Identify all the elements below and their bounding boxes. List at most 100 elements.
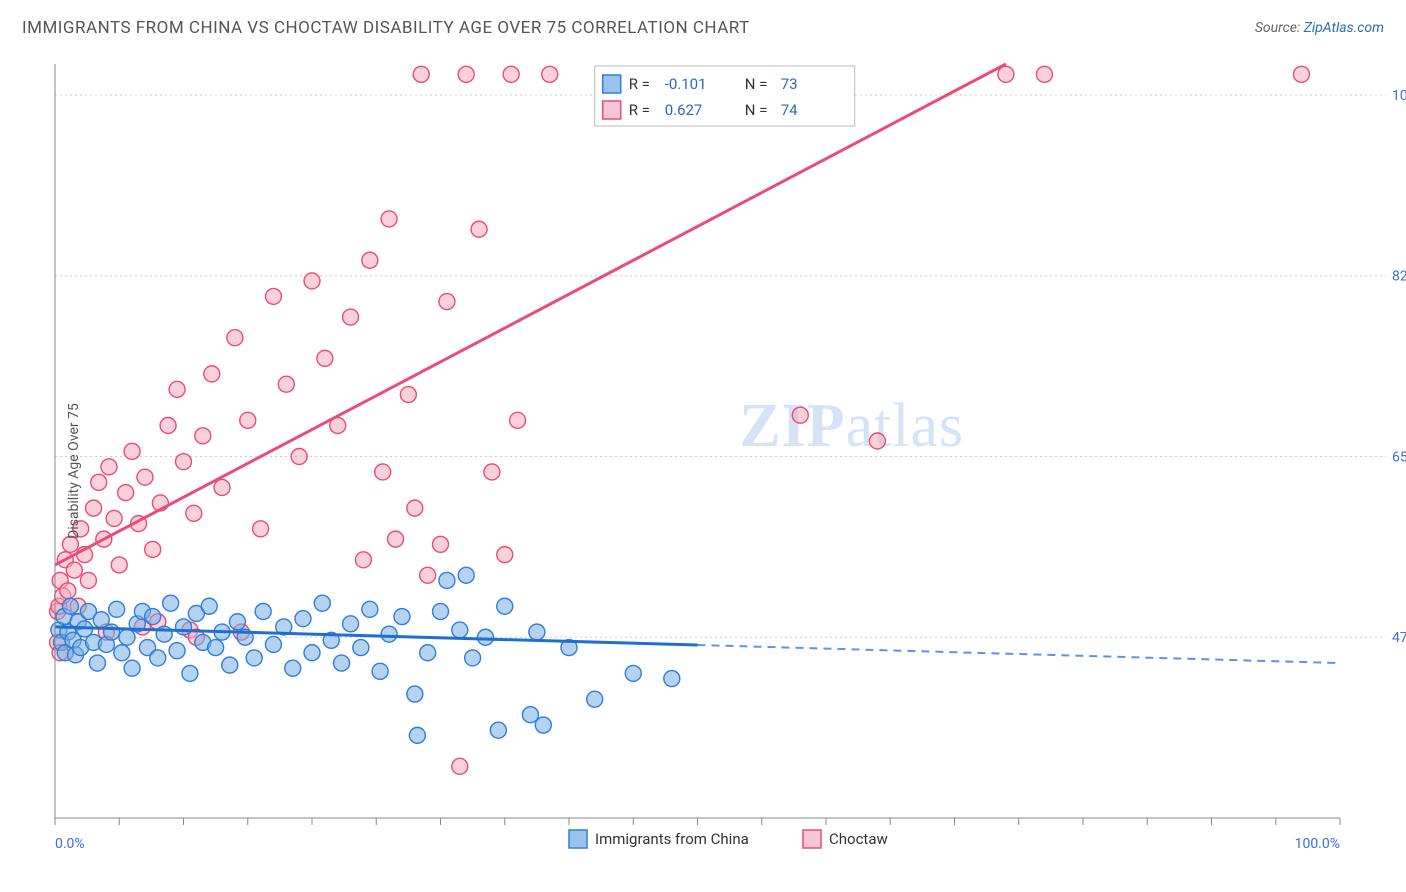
data-point-choctaw <box>169 381 185 397</box>
data-point-china <box>420 645 436 661</box>
watermark: ZIPatlas <box>739 392 964 460</box>
legend-n-label: N = <box>745 75 768 93</box>
data-point-choctaw <box>388 531 404 547</box>
data-point-china <box>353 640 369 656</box>
legend-r-value: -0.101 <box>665 75 707 93</box>
data-point-china <box>372 663 388 679</box>
data-point-choctaw <box>106 510 122 526</box>
data-point-choctaw <box>1293 66 1309 82</box>
data-point-choctaw <box>503 66 519 82</box>
data-point-choctaw <box>471 221 487 237</box>
legend-r-label: R = <box>629 101 650 119</box>
data-point-china <box>304 645 320 661</box>
data-point-choctaw <box>111 557 127 573</box>
data-point-choctaw <box>214 479 230 495</box>
data-point-china <box>255 603 271 619</box>
data-point-choctaw <box>452 758 468 774</box>
legend-n-value: 73 <box>781 75 798 93</box>
data-point-choctaw <box>265 288 281 304</box>
x-tick-label: 100.0% <box>1295 836 1340 852</box>
data-point-choctaw <box>291 448 307 464</box>
data-point-china <box>163 595 179 611</box>
data-point-china <box>265 636 281 652</box>
data-point-choctaw <box>458 66 474 82</box>
data-point-choctaw <box>253 521 269 537</box>
data-point-china <box>587 691 603 707</box>
data-point-choctaw <box>497 547 513 563</box>
data-point-china <box>208 640 224 656</box>
data-point-china <box>109 601 125 617</box>
y-tick-label: 100.0% <box>1392 88 1406 104</box>
data-point-choctaw <box>381 211 397 227</box>
data-point-china <box>314 595 330 611</box>
data-point-choctaw <box>407 500 423 516</box>
data-point-china <box>104 624 120 640</box>
data-point-china <box>458 567 474 583</box>
legend-swatch <box>603 101 621 119</box>
legend-r-value: 0.627 <box>665 101 703 119</box>
data-point-choctaw <box>317 350 333 366</box>
data-point-choctaw <box>186 505 202 521</box>
data-point-choctaw <box>439 294 455 310</box>
data-point-china <box>119 629 135 645</box>
data-point-choctaw <box>400 387 416 403</box>
y-tick-label: 82.5% <box>1392 269 1406 285</box>
data-point-china <box>176 619 192 635</box>
data-point-choctaw <box>375 464 391 480</box>
data-point-choctaw <box>542 66 558 82</box>
trend-line-china-extrapolated <box>698 645 1341 663</box>
data-point-china <box>343 616 359 632</box>
data-point-choctaw <box>869 433 885 449</box>
series-label: Choctaw <box>829 830 888 848</box>
scatter-chart: ZIPatlas0.0%100.0%47.5%65.0%82.5%100.0%R… <box>0 50 1406 892</box>
source-credit: Source: ZipAtlas.com <box>1255 20 1384 36</box>
data-point-choctaw <box>86 500 102 516</box>
data-point-choctaw <box>484 464 500 480</box>
data-point-choctaw <box>91 474 107 490</box>
data-point-china <box>334 655 350 671</box>
data-point-china <box>490 722 506 738</box>
data-point-china <box>362 601 378 617</box>
data-point-china <box>433 603 449 619</box>
data-point-china <box>529 624 545 640</box>
data-point-choctaw <box>145 541 161 557</box>
data-point-choctaw <box>137 469 153 485</box>
x-tick-label: 0.0% <box>55 836 85 852</box>
data-point-china <box>477 629 493 645</box>
data-point-choctaw <box>1036 66 1052 82</box>
data-point-choctaw <box>355 552 371 568</box>
trend-line-choctaw <box>55 64 1006 565</box>
data-point-china <box>62 598 78 614</box>
source-link[interactable]: ZipAtlas.com <box>1304 20 1384 36</box>
data-point-choctaw <box>80 572 96 588</box>
series-swatch <box>569 830 587 848</box>
data-point-china <box>124 660 140 676</box>
legend-n-label: N = <box>745 101 768 119</box>
data-point-choctaw <box>420 567 436 583</box>
data-point-china <box>465 650 481 666</box>
legend-n-value: 74 <box>781 101 798 119</box>
data-point-choctaw <box>60 583 76 599</box>
data-point-choctaw <box>343 309 359 325</box>
series-swatch <box>803 830 821 848</box>
data-point-china <box>246 650 262 666</box>
chart-header: IMMIGRANTS FROM CHINA VS CHOCTAW DISABIL… <box>0 0 1406 44</box>
data-point-choctaw <box>118 485 134 501</box>
data-point-china <box>182 665 198 681</box>
series-label: Immigrants from China <box>595 830 749 848</box>
data-point-choctaw <box>176 454 192 470</box>
data-point-choctaw <box>304 273 320 289</box>
data-point-choctaw <box>160 418 176 434</box>
data-point-china <box>145 609 161 625</box>
legend-swatch <box>603 75 621 93</box>
source-label: Source: <box>1255 20 1300 36</box>
data-point-china <box>407 686 423 702</box>
y-tick-label: 47.5% <box>1392 630 1406 646</box>
data-point-china <box>497 598 513 614</box>
data-point-china <box>89 655 105 671</box>
data-point-choctaw <box>510 412 526 428</box>
data-point-choctaw <box>413 66 429 82</box>
data-point-china <box>169 643 185 659</box>
data-point-china <box>664 671 680 687</box>
data-point-choctaw <box>227 330 243 346</box>
